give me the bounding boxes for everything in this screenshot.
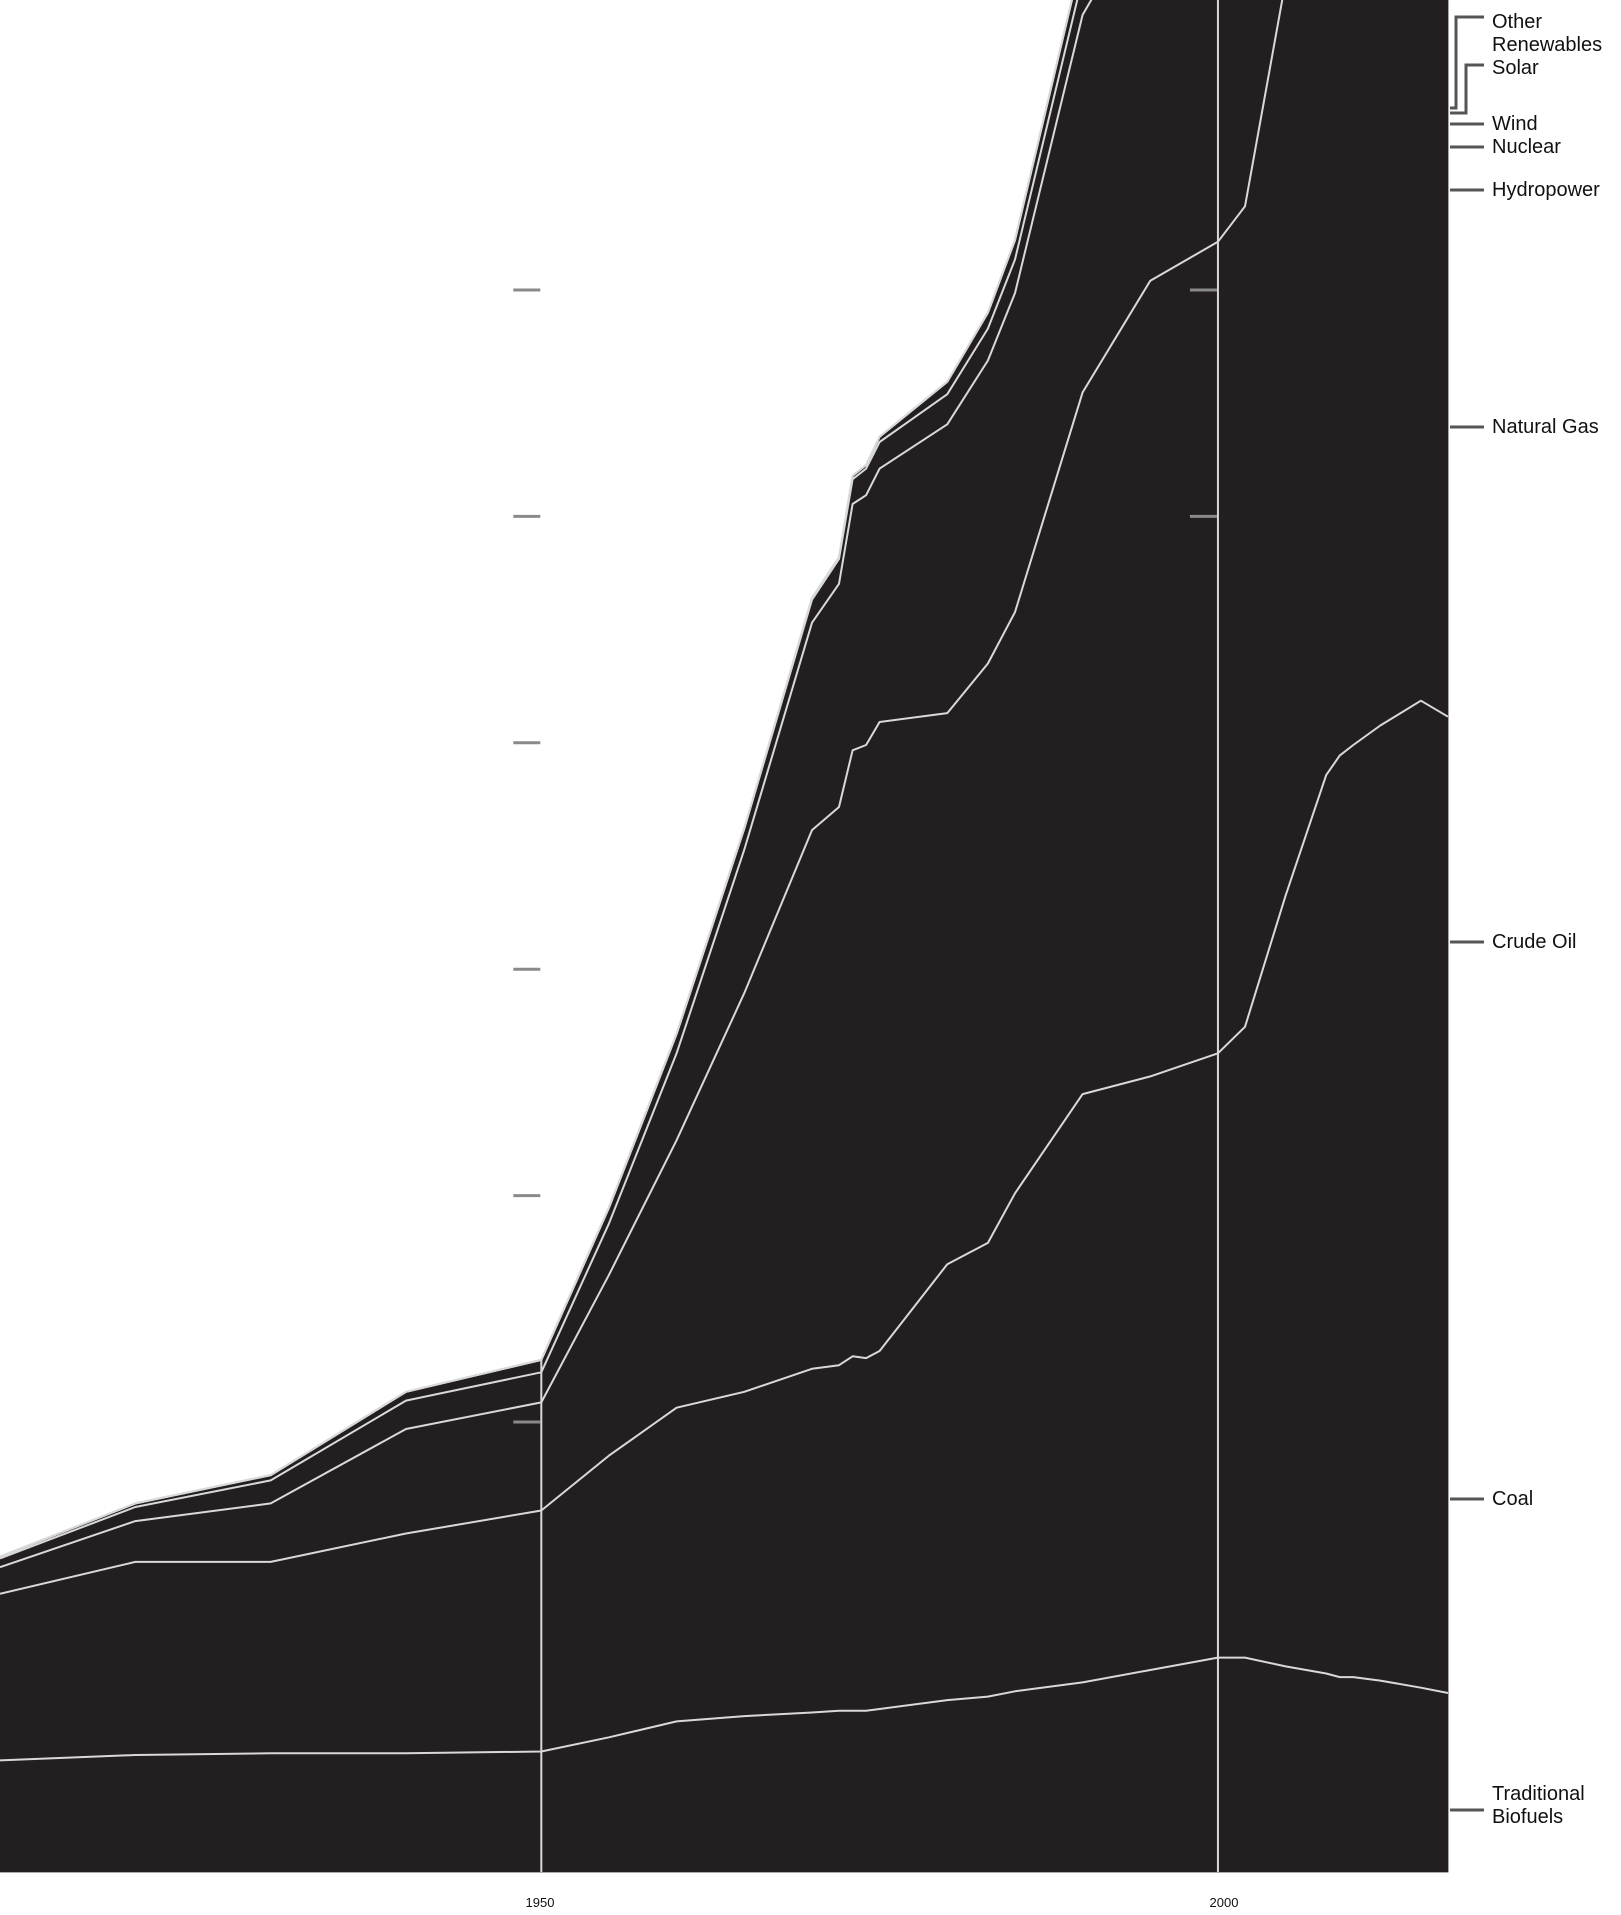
leader-other-renewables <box>1450 15 1484 110</box>
label-traditional-biofuels-line1: Traditional <box>1492 1783 1585 1805</box>
boundary-traditional-biofuels <box>0 1656 1449 1762</box>
label-wind: Wind <box>1492 113 1538 135</box>
label-other-renewables-line1: Other <box>1492 11 1542 33</box>
boundary-coal <box>0 699 1449 1595</box>
x-tick-label-1950: 1950 <box>526 1895 555 1910</box>
x-axis: 1950 2000 <box>526 1895 1239 1910</box>
label-traditional-biofuels-line2: Biofuels <box>1492 1806 1563 1828</box>
label-other-renewables: Other Renewables <box>1492 11 1602 56</box>
left-axis-ticks <box>513 288 1217 1424</box>
vertical-gridlines <box>540 0 1219 1872</box>
x-tick-label-2000: 2000 <box>1210 1895 1239 1910</box>
label-nuclear: Nuclear <box>1492 136 1561 158</box>
label-leader-lines <box>1450 15 1484 1812</box>
leader-solar <box>1450 63 1484 115</box>
label-solar: Solar <box>1492 57 1539 79</box>
series-labels: Other Renewables Solar Wind Nuclear Hydro… <box>1492 11 1602 1828</box>
stacked-areas <box>0 0 1449 1873</box>
label-other-renewables-line2: Renewables <box>1492 34 1602 56</box>
label-crude-oil: Crude Oil <box>1492 931 1576 953</box>
label-hydropower: Hydropower <box>1492 179 1600 201</box>
series-boundaries <box>0 0 1449 1762</box>
label-natural-gas: Natural Gas <box>1492 416 1599 438</box>
boundary-natural-gas <box>0 0 1093 1560</box>
label-traditional-biofuels: Traditional Biofuels <box>1492 1783 1585 1828</box>
label-coal: Coal <box>1492 1488 1533 1510</box>
boundary-crude-oil <box>0 0 1284 1569</box>
boundary-solar <box>0 0 1073 1558</box>
